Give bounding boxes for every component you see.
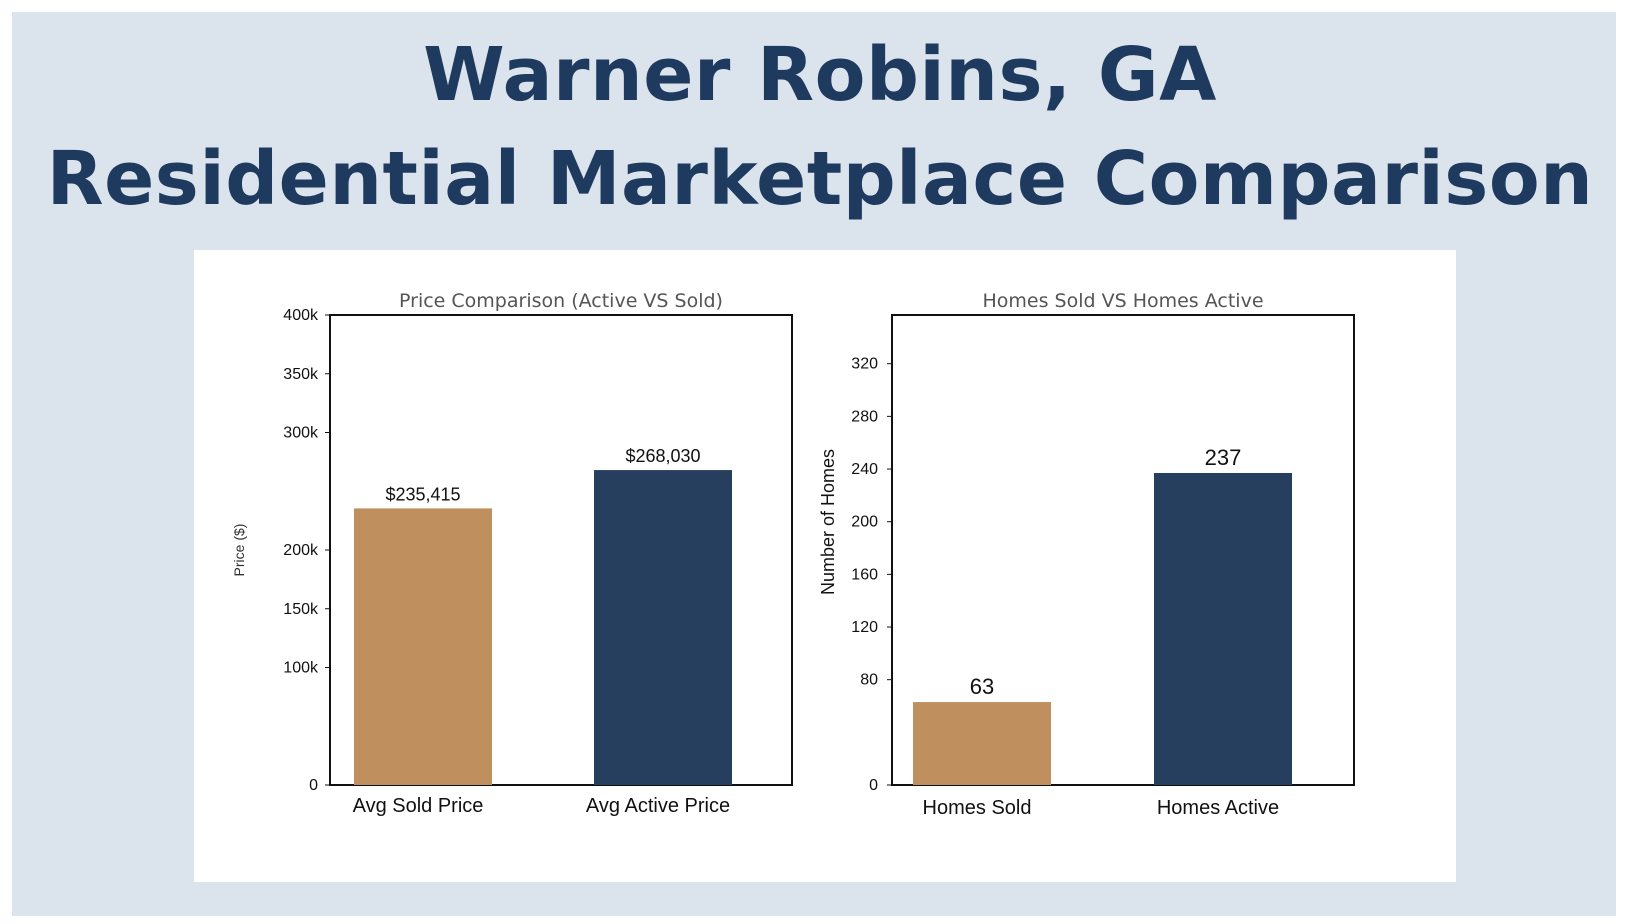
y-tick-label: 240 <box>851 461 878 478</box>
bar-data-label: 237 <box>1205 445 1242 470</box>
chart-title: Homes Sold VS Homes Active <box>982 290 1263 312</box>
x-category-label: Homes Active <box>1157 797 1279 819</box>
x-category-label: Avg Active Price <box>586 795 730 817</box>
y-tick-label: 100k <box>283 660 319 677</box>
bar <box>913 702 1051 785</box>
y-tick-label: 300k <box>283 425 319 442</box>
bar-data-label: $235,415 <box>385 484 460 504</box>
x-category-label: Homes Sold <box>923 797 1032 819</box>
charts-panel: Price Comparison (Active VS Sold) Price (… <box>194 250 1456 882</box>
y-axis-label: Price ($) <box>231 524 247 577</box>
y-tick-label: 280 <box>851 408 878 425</box>
y-tick-label: 400k <box>283 307 319 324</box>
charts-svg: Price Comparison (Active VS Sold) Price (… <box>231 290 1355 819</box>
page-subtitle: Residential Marketplace Comparison <box>46 136 1594 222</box>
x-category-label: Avg Sold Price <box>353 795 484 817</box>
bar <box>354 508 492 785</box>
plot-frame <box>891 314 1355 786</box>
y-tick-label: 350k <box>283 366 319 383</box>
bar-data-label: $268,030 <box>625 446 700 466</box>
y-tick-label: 150k <box>283 601 319 618</box>
chart-title: Price Comparison (Active VS Sold) <box>399 290 723 312</box>
page-title: Warner Robins, GA <box>423 32 1217 118</box>
y-tick-label: 120 <box>851 619 878 636</box>
y-tick-label: 200 <box>851 514 878 531</box>
y-axis-label: Number of Homes <box>818 449 838 595</box>
y-tick-label: 160 <box>851 566 878 583</box>
bar-data-label: 63 <box>970 674 994 699</box>
y-tick-label: 80 <box>860 672 878 689</box>
bar <box>594 470 732 785</box>
y-tick-label: 320 <box>851 356 878 373</box>
y-tick-label: 0 <box>869 777 878 794</box>
y-tick-label: 0 <box>309 777 318 794</box>
y-tick-label: 200k <box>283 542 319 559</box>
bar <box>1154 472 1292 785</box>
